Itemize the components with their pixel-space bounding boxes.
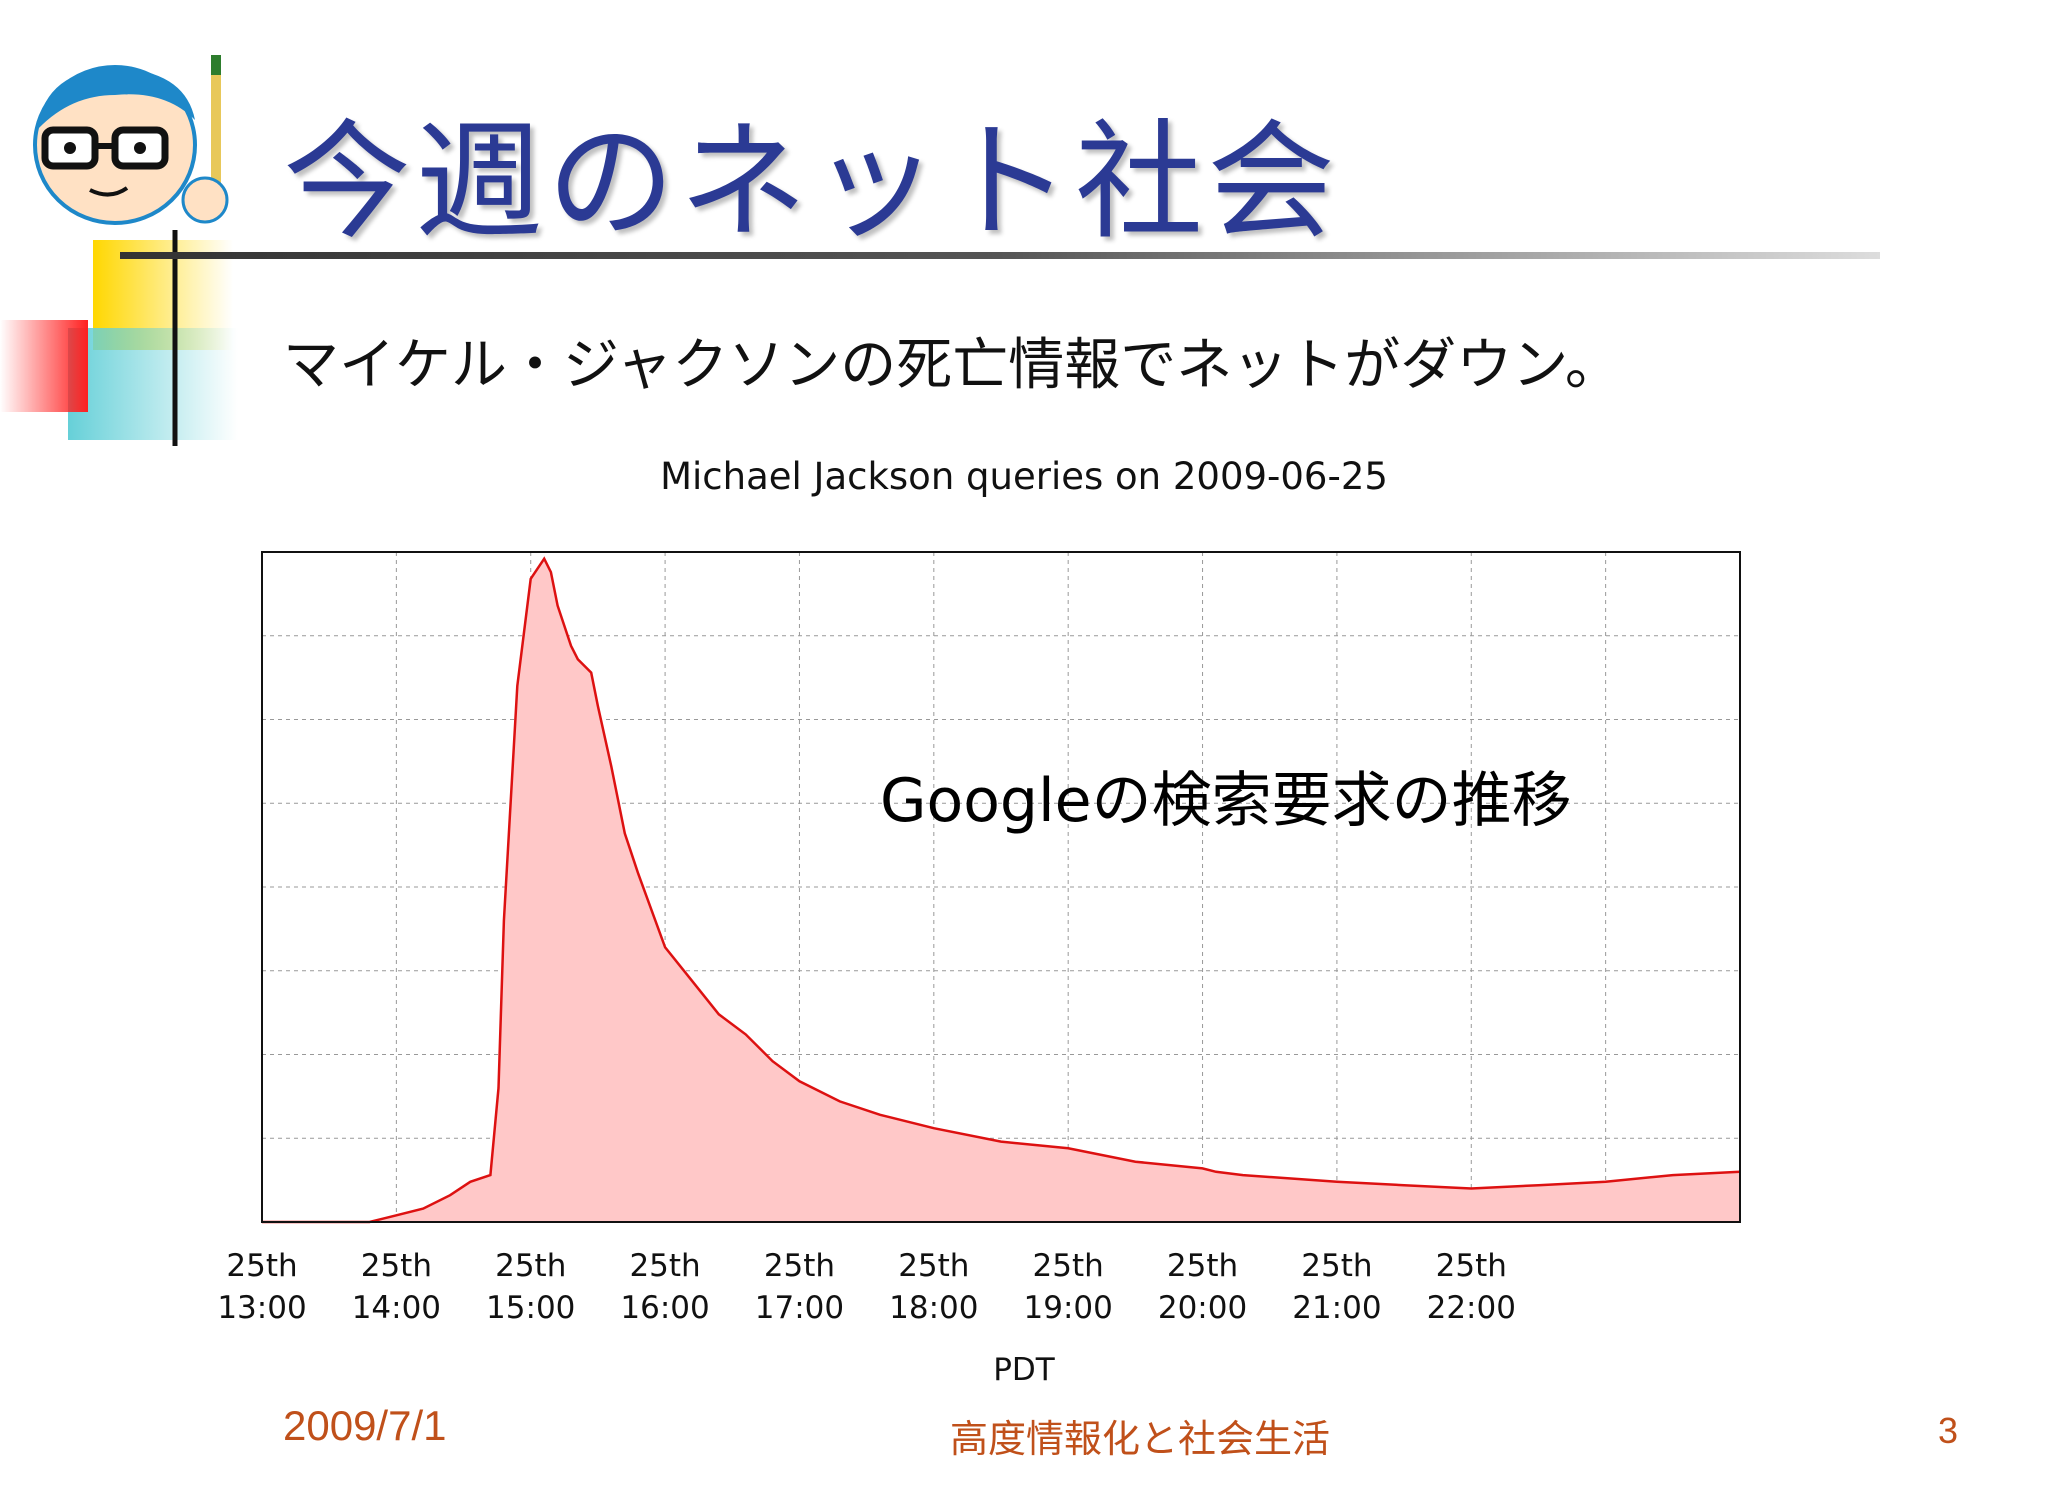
x-tick-time: 13:00	[217, 1290, 307, 1326]
x-tick-day: 25th	[898, 1248, 970, 1284]
x-tick-label: 25th 16:00	[595, 1245, 735, 1329]
x-tick-time: 14:00	[351, 1290, 442, 1326]
cyan-square	[68, 328, 238, 440]
footer-page-number: 3	[1938, 1410, 1959, 1451]
red-square	[0, 320, 88, 412]
x-tick-time: 21:00	[1292, 1290, 1382, 1326]
x-tick-time: 22:00	[1426, 1290, 1516, 1326]
footer-date: 2009/7/1	[283, 1402, 447, 1449]
annotation-latin: Google	[880, 766, 1092, 836]
x-tick-time: 19:00	[1023, 1290, 1113, 1326]
x-tick-time: 18:00	[889, 1290, 979, 1326]
x-tick-day: 25th	[360, 1248, 432, 1284]
x-tick-day: 25th	[495, 1248, 567, 1284]
x-tick-label: 25th 17:00	[729, 1245, 869, 1329]
x-tick-label: 25th 14:00	[326, 1245, 466, 1329]
series-area	[262, 558, 1740, 1222]
x-tick-label: 25th 21:00	[1267, 1245, 1407, 1329]
x-tick-time: 16:00	[620, 1290, 710, 1326]
x-tick-label: 25th 20:00	[1133, 1245, 1273, 1329]
teacher-with-glasses-icon	[33, 55, 229, 225]
x-tick-day: 25th	[1435, 1248, 1507, 1284]
x-tick-label: 25th 19:00	[998, 1245, 1138, 1329]
footer-course-title: 高度情報化と社会生活	[950, 1417, 1331, 1461]
x-tick-label: 25th 15:00	[461, 1245, 601, 1329]
x-axis-label: PDT	[993, 1352, 1055, 1388]
x-tick-time: 20:00	[1157, 1290, 1248, 1326]
x-tick-label: 25th 22:00	[1401, 1245, 1541, 1329]
x-tick-day: 25th	[629, 1248, 701, 1284]
x-tick-label: 25th 18:00	[864, 1245, 1004, 1329]
chart-title: Michael Jackson queries on 2009-06-25	[660, 455, 1388, 498]
series-line	[262, 556, 1741, 1224]
x-tick-day: 25th	[763, 1248, 836, 1284]
x-tick-time: 17:00	[754, 1290, 845, 1326]
x-tick-day: 25th	[1166, 1248, 1239, 1284]
x-tick-time: 15:00	[486, 1290, 576, 1326]
x-tick-day: 25th	[1032, 1248, 1104, 1284]
slide-title: 今週のネット社会	[283, 108, 1340, 257]
chart-annotation: Googleの検索要求の推移	[880, 752, 1572, 839]
x-tick-day: 25th	[1301, 1248, 1373, 1284]
chart-grid	[262, 552, 1740, 1222]
title-underline	[120, 252, 1880, 259]
x-tick-label: 25th 13:00	[192, 1245, 332, 1329]
x-tick-day: 25th	[226, 1248, 298, 1284]
slide-subtitle: マイケル・ジャクソンの死亡情報でネットがダウン。	[283, 333, 1621, 398]
plot-frame	[261, 551, 1741, 1223]
annotation-japanese: の検索要求の推移	[1091, 766, 1572, 836]
